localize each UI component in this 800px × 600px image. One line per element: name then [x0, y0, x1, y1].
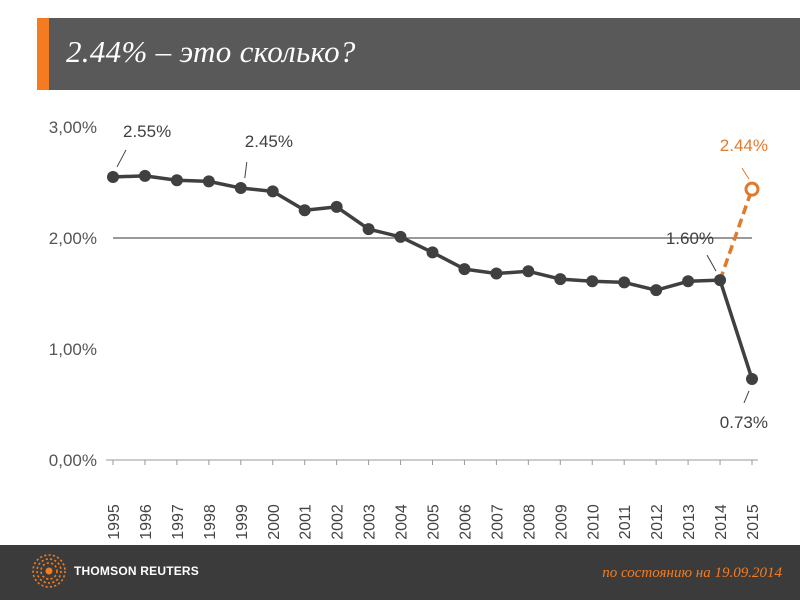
annotation-leader [116, 149, 127, 168]
x-tick-label: 2002 [330, 504, 347, 540]
rate-point [586, 275, 599, 288]
x-tick-label: 1995 [106, 504, 123, 540]
x-tick-label: 2014 [713, 504, 730, 540]
slide-title: 2.44% – это сколько? [66, 34, 356, 69]
x-tick-label: 2013 [681, 504, 698, 540]
x-tick-label: 2004 [394, 504, 411, 540]
rate-point [458, 263, 471, 276]
annotation-leader [743, 390, 750, 404]
data-label: 2.44% [720, 136, 768, 155]
x-tick-label: 1997 [170, 504, 187, 540]
x-tick-label: 2008 [521, 504, 538, 540]
rate-point [234, 182, 247, 195]
rate-point [202, 175, 215, 188]
y-tick-label: 3,00% [49, 118, 97, 137]
x-tick-label: 2015 [745, 504, 762, 540]
title-bar [37, 18, 800, 90]
rate-point [746, 372, 758, 385]
line-chart: 0,00% 1,00% 2,00% 3,00% 1995 1996 1997 1998 1999… [49, 118, 768, 540]
data-label: 2.45% [245, 132, 293, 151]
data-label: 0.73% [720, 413, 768, 432]
x-tick-label: 2005 [426, 504, 443, 540]
x-tick-label: 2001 [298, 504, 315, 540]
rate-point [714, 274, 727, 287]
projection-point [744, 181, 760, 197]
x-tick-label: 1996 [138, 504, 155, 540]
rate-series-line [112, 174, 754, 380]
rate-point [266, 185, 279, 198]
rate-point [107, 170, 119, 183]
x-tick-label: 2003 [362, 504, 379, 540]
x-tick-label: 2006 [457, 504, 474, 540]
y-tick-label: 2,00% [49, 229, 97, 248]
y-tick-label: 1,00% [49, 340, 97, 359]
x-tick-label: 2011 [617, 505, 634, 540]
as-of-date: по состоянию на 19.09.2014 [602, 565, 782, 581]
x-tick-label: 2010 [585, 504, 602, 540]
title-accent-stripe [37, 18, 49, 90]
x-tick-label: 2007 [489, 504, 506, 540]
rate-point [138, 169, 151, 182]
rate-point [362, 223, 375, 236]
rate-point [298, 204, 311, 217]
y-tick-label: 0,00% [49, 451, 97, 470]
x-tick-label: 2009 [553, 504, 570, 540]
annotation-leader [741, 167, 750, 180]
x-tick-label: 1999 [234, 504, 251, 540]
data-label: 2.55% [123, 122, 171, 141]
footer-bar [0, 545, 800, 600]
projection-series-line [718, 188, 754, 281]
rate-point [490, 267, 503, 280]
x-tick-label: 2000 [266, 504, 283, 540]
x-tick-label: 1998 [202, 504, 219, 540]
rate-point [426, 246, 439, 259]
annotation-leader [706, 254, 717, 272]
thomson-reuters-logo-icon [30, 552, 68, 590]
rate-point [170, 174, 183, 187]
annotation-leader [244, 161, 248, 179]
rate-point [330, 200, 343, 213]
brand-name: THOMSON REUTERS [74, 564, 200, 578]
rate-point [554, 273, 567, 286]
rate-point [618, 276, 631, 289]
rate-point [522, 265, 535, 278]
x-tick-label: 2012 [649, 504, 666, 540]
rate-point [394, 230, 407, 243]
data-label: 1.60% [666, 229, 714, 248]
rate-point [650, 284, 663, 297]
rate-point [682, 275, 695, 288]
